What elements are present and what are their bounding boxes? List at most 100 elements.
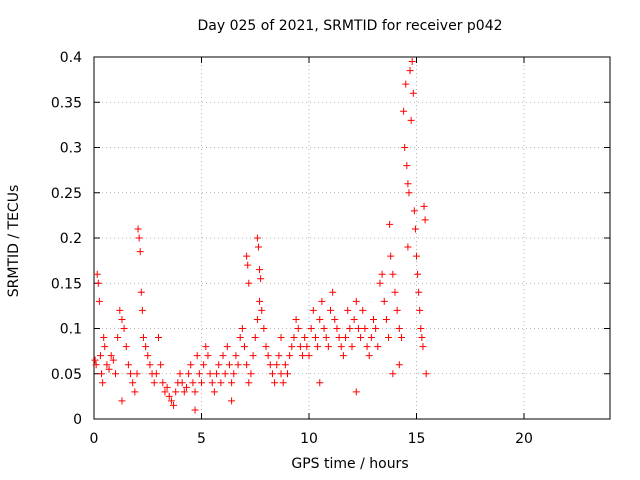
data-point [286, 352, 294, 360]
data-point [266, 361, 274, 369]
data-point [382, 315, 390, 323]
data-point [245, 379, 253, 387]
data-point [91, 356, 99, 364]
data-point [107, 352, 115, 360]
data-point [206, 370, 214, 378]
data-point [195, 370, 203, 378]
data-point [352, 388, 360, 396]
data-point [401, 144, 409, 151]
data-point [114, 334, 122, 342]
data-point [200, 361, 208, 369]
data-point [134, 225, 142, 233]
data-point [204, 352, 212, 360]
data-point [324, 343, 332, 351]
data-point [157, 361, 165, 369]
data-point [92, 361, 100, 369]
data-point [301, 334, 309, 342]
data-point [296, 343, 304, 351]
y-tick-label: 0.3 [60, 141, 82, 157]
data-point [311, 334, 319, 342]
chart-title: Day 025 of 2021, SRMTID for receiver p04… [197, 18, 503, 34]
data-point [389, 370, 397, 378]
data-point [279, 379, 287, 387]
data-point [155, 334, 162, 342]
data-point [127, 370, 135, 378]
grid [94, 57, 610, 419]
data-point [105, 365, 113, 373]
data-point [365, 352, 373, 360]
data-point [100, 334, 108, 342]
data-point [131, 388, 139, 396]
data-point [370, 315, 377, 323]
data-point [346, 325, 354, 332]
data-point [402, 80, 410, 88]
data-point [264, 352, 272, 360]
data-point [367, 334, 375, 342]
data-point [385, 334, 393, 342]
data-point [268, 370, 276, 378]
data-point [420, 202, 428, 210]
data-point [374, 343, 382, 351]
data-point [337, 343, 345, 351]
data-point [135, 234, 143, 242]
data-point [221, 370, 229, 378]
data-point [217, 379, 225, 387]
x-tick-label: 10 [300, 431, 318, 447]
data-point [331, 315, 339, 323]
data-point [417, 325, 425, 332]
data-point [372, 325, 380, 332]
data-point [150, 379, 158, 387]
data-point [244, 261, 252, 269]
data-point [251, 334, 259, 342]
x-tick-label: 0 [90, 431, 99, 447]
data-point [422, 370, 430, 378]
y-tick-label: 0 [73, 412, 82, 428]
data-point [327, 306, 334, 314]
data-point [329, 288, 337, 296]
data-point [314, 343, 322, 351]
data-point [415, 288, 423, 296]
x-tick-label: 15 [408, 431, 426, 447]
data-point [234, 361, 242, 369]
x-axis-label: GPS time / hours [291, 456, 409, 472]
data-point [225, 361, 233, 369]
data-point [339, 352, 347, 360]
data-point [253, 315, 261, 323]
data-point [309, 306, 317, 314]
data-points [91, 58, 430, 414]
data-point [146, 361, 154, 369]
y-tick-label: 0.4 [60, 50, 82, 66]
data-point [260, 325, 268, 332]
data-point [380, 297, 388, 305]
plot-frame [93, 56, 611, 420]
data-point [254, 243, 262, 251]
data-point [284, 370, 291, 378]
data-point [228, 397, 236, 405]
data-point [256, 266, 264, 274]
y-tick-label: 0.1 [60, 322, 82, 338]
data-point [247, 370, 255, 378]
data-point [189, 379, 197, 387]
data-point [408, 58, 416, 66]
data-point [333, 325, 341, 332]
data-point [414, 270, 422, 278]
data-point [191, 406, 199, 414]
data-point [170, 401, 178, 409]
data-point [359, 306, 367, 314]
data-point [395, 361, 403, 369]
data-point [307, 325, 315, 332]
data-point [167, 397, 175, 405]
data-point [342, 334, 350, 342]
data-point [410, 207, 418, 215]
data-point [103, 361, 111, 369]
axes: 0 5 10 15 20 0 0.05 0.1 0.15 0.2 0.25 0.3 0.35 0.4 [51, 50, 611, 447]
data-point [257, 275, 265, 283]
data-point [416, 306, 424, 314]
data-point [129, 379, 137, 387]
data-point [215, 361, 223, 369]
data-point [96, 352, 104, 360]
data-point [112, 370, 119, 378]
data-point [138, 306, 146, 314]
data-point [404, 243, 412, 251]
data-point [258, 306, 266, 314]
